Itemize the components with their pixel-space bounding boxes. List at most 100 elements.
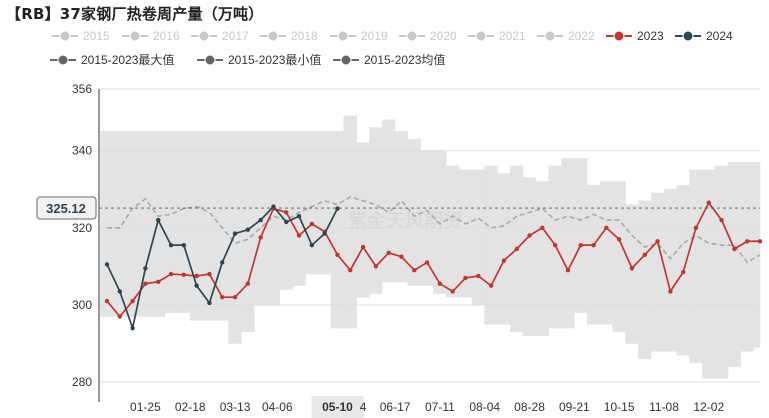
data-point-2023	[616, 237, 622, 242]
data-point-2023	[399, 254, 404, 259]
legend-label: 2024	[706, 29, 733, 43]
data-point-2024	[168, 242, 174, 248]
data-point-2023	[373, 264, 379, 269]
legend-item[interactable]: 2015-2023均值	[333, 51, 445, 68]
y-tick-label: 340	[72, 144, 92, 158]
data-point-2024	[232, 231, 238, 236]
data-point-2023	[130, 298, 135, 304]
data-point-2023	[207, 271, 212, 277]
data-point-2024	[117, 289, 123, 294]
legend-label: 2018	[291, 29, 318, 43]
data-point-2023	[348, 267, 353, 273]
data-point-2023	[514, 246, 519, 252]
data-point-2023	[386, 250, 391, 256]
data-point-2023	[540, 225, 545, 230]
legend-item[interactable]: 2024	[675, 29, 733, 43]
crosshair-value: 325.12	[46, 201, 86, 216]
y-tick-label: 300	[72, 298, 92, 312]
data-point-2023	[194, 273, 199, 279]
x-tick-label: 06-17	[380, 400, 411, 414]
x-tick-label: 12-02	[693, 400, 724, 414]
crosshair-value-box	[36, 196, 97, 220]
legend-item[interactable]: 2021	[468, 29, 526, 43]
data-point-2023	[680, 269, 686, 275]
data-point-2023	[450, 289, 455, 294]
data-point-2024	[335, 206, 340, 211]
data-point-2023	[117, 314, 123, 319]
x-tick-label: 05-10	[322, 400, 353, 414]
data-point-2023	[604, 225, 609, 230]
y-tick-label: 356	[72, 82, 92, 96]
legend-label: 2015-2023均值	[364, 53, 446, 67]
data-point-2024	[322, 231, 327, 236]
watermark-text: 紫金天风期货	[348, 210, 462, 232]
data-point-2024	[296, 214, 302, 219]
legend-swatch-icon	[191, 30, 217, 42]
legend-swatch-icon	[260, 30, 286, 42]
x-tick-label: 10-15	[604, 400, 635, 414]
data-point-2023	[744, 239, 750, 244]
data-point-2024	[104, 262, 110, 267]
series-line-average	[107, 196, 761, 264]
legend-item[interactable]: 2022	[537, 29, 595, 43]
data-point-2023	[552, 242, 558, 248]
x-tick-label: 08-04	[469, 400, 500, 414]
data-point-2023	[220, 294, 225, 300]
data-point-2023	[258, 235, 263, 240]
data-point-2023	[309, 221, 315, 227]
min-max-band-area	[100, 115, 761, 379]
legend-item[interactable]: 2015	[52, 29, 110, 43]
legend-swatch-icon	[50, 54, 76, 65]
axes: 280 300 320 340 356 325.12 01-25 02-18 03-13 04-0…	[36, 82, 760, 418]
x-tick-label: 02-18	[175, 400, 206, 414]
legend-swatch-icon	[197, 54, 223, 65]
legend-label: 2022	[568, 29, 595, 43]
series-2024	[104, 204, 340, 332]
data-point-2024	[207, 300, 212, 306]
legend-item[interactable]: 2020	[399, 29, 457, 43]
legend-swatch-icon	[333, 54, 359, 65]
data-point-2023	[578, 242, 583, 248]
data-point-2023	[719, 217, 724, 223]
grid-lines	[99, 88, 760, 383]
data-point-2024	[181, 242, 187, 248]
legend-item[interactable]: 2015-2023最大值	[50, 51, 174, 68]
legend-label: 2023	[637, 29, 664, 43]
legend-label: 2020	[430, 29, 457, 43]
legend-item[interactable]: 2018	[260, 29, 318, 43]
data-point-2024	[194, 283, 199, 288]
legend-item[interactable]: 2015-2023最小值	[197, 51, 321, 68]
data-point-2023	[335, 252, 340, 257]
data-point-2023	[501, 258, 507, 263]
data-point-2024	[220, 260, 225, 265]
data-point-2023	[642, 252, 647, 257]
data-point-2023	[488, 283, 494, 288]
series-2023	[104, 200, 763, 319]
data-point-2023	[476, 273, 481, 279]
legend-label: 2015-2023最小值	[228, 53, 322, 67]
data-point-2023	[245, 281, 251, 286]
legend-label: 2016	[153, 29, 180, 43]
data-point-2023	[757, 239, 763, 244]
legend-item[interactable]: 2019	[330, 29, 388, 43]
data-point-2024	[258, 217, 263, 223]
series-lines	[104, 196, 763, 332]
y-tick-label: 280	[72, 375, 92, 389]
watermark-layer: 紫金天风期货	[348, 210, 462, 232]
legend-swatch-icon	[468, 30, 494, 42]
legend-item[interactable]: 2017	[191, 29, 249, 43]
data-point-2023	[437, 281, 443, 286]
legend-item[interactable]: 2023	[606, 29, 664, 43]
data-point-2023	[424, 260, 430, 265]
data-point-2023	[412, 267, 417, 273]
legend-item[interactable]: 2016	[122, 29, 180, 43]
x-tick-label: 03-13	[220, 400, 251, 414]
data-point-2023	[360, 244, 366, 250]
data-point-2023	[232, 294, 238, 300]
legend-swatch-icon	[122, 30, 148, 42]
x-tick-label: 04-06	[262, 400, 293, 414]
data-point-2024	[245, 227, 251, 232]
data-point-2023	[463, 275, 468, 281]
data-point-2024	[130, 325, 135, 331]
